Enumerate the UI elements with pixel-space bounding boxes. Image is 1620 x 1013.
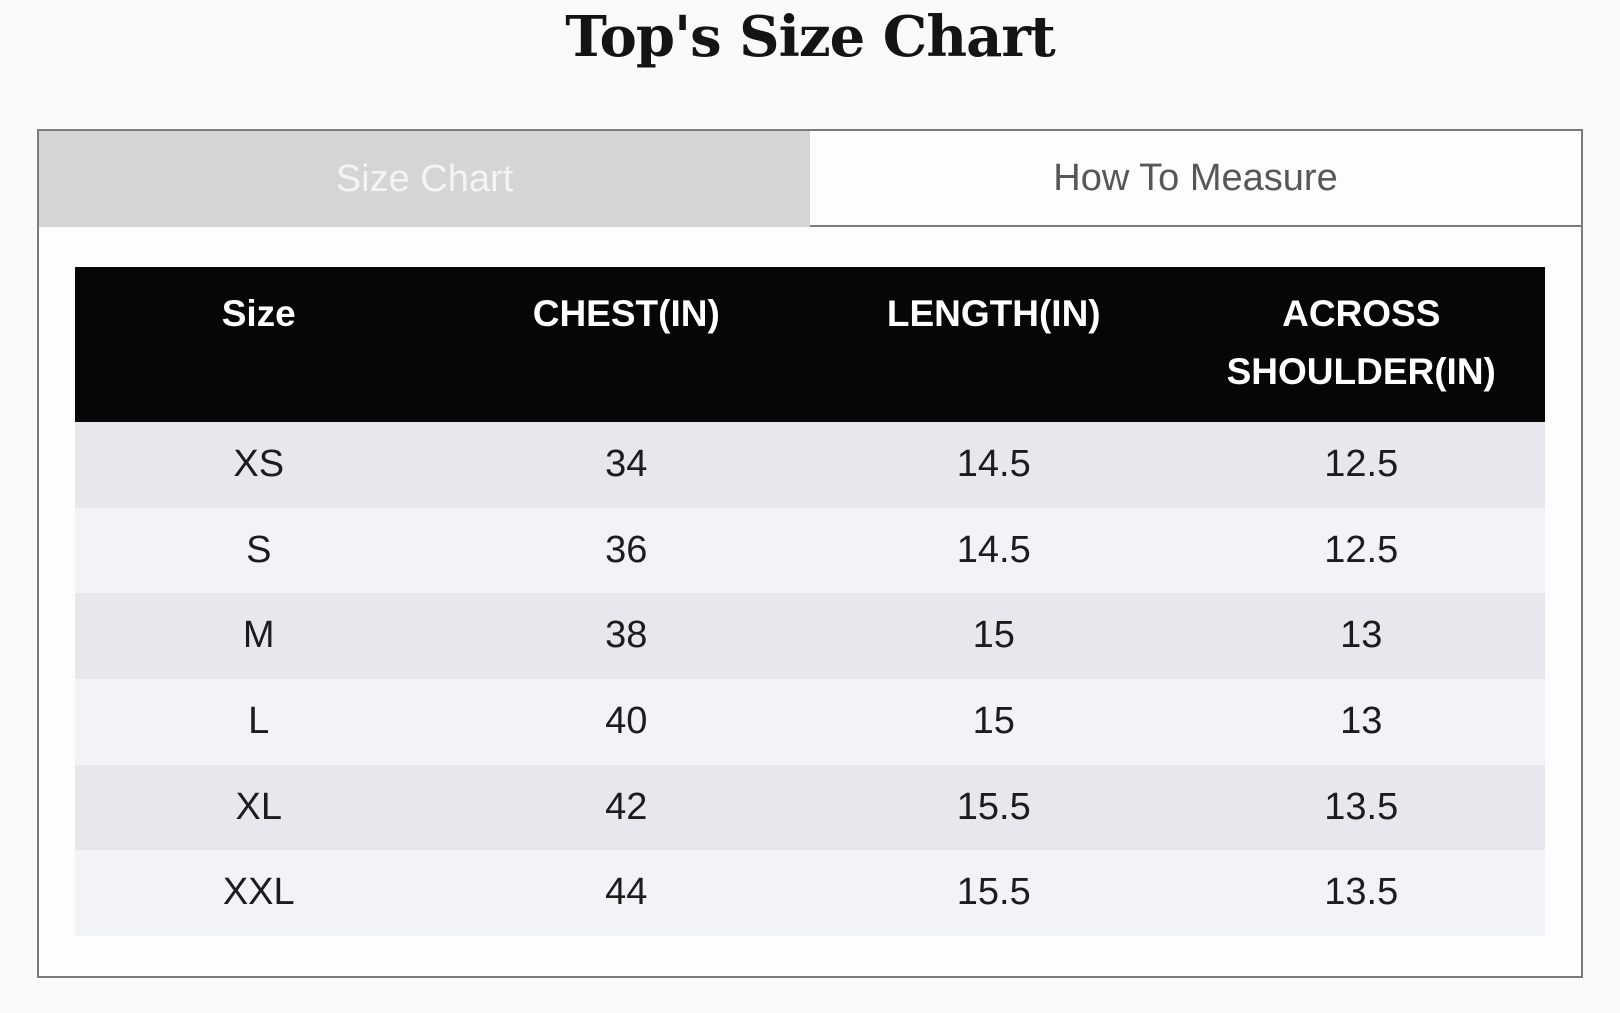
cell-shoulder: 12.5 [1324, 528, 1399, 571]
cell-chest: 34 [605, 442, 648, 485]
column-header-length: LENGTH(IN) [810, 267, 1178, 422]
cell-size: L [248, 699, 270, 742]
cell-chest: 40 [605, 699, 648, 742]
tab-content: Size CHEST(IN) LENGTH(IN) ACROSS SHOULDE… [39, 227, 1581, 976]
header-row: Size CHEST(IN) LENGTH(IN) ACROSS SHOULDE… [75, 267, 1545, 422]
tab-how-to-measure[interactable]: How To Measure [810, 131, 1581, 228]
tab-bar: Size Chart How To Measure [39, 131, 1581, 228]
table-row-l: L 40 15 13 [75, 678, 1545, 765]
column-header-across-shoulder: ACROSS SHOULDER(IN) [1177, 267, 1545, 422]
tab-size-chart[interactable]: Size Chart [39, 131, 810, 228]
cell-chest: 38 [605, 614, 648, 657]
column-header-chest: CHEST(IN) [442, 267, 810, 422]
cell-shoulder: 12.5 [1324, 442, 1399, 485]
page: { "page": { "title": "Top's Size Chart" … [0, 4, 1620, 1013]
size-table: Size CHEST(IN) LENGTH(IN) ACROSS SHOULDE… [75, 267, 1545, 936]
cell-size: XXL [222, 871, 295, 914]
cell-chest: 42 [605, 785, 648, 828]
tab-size-chart-label: Size Chart [335, 158, 514, 201]
table-row-m: M 38 15 13 [75, 593, 1545, 679]
table-row-xl: XL 42 15.5 13.5 [75, 764, 1545, 851]
cell-length: 15.5 [956, 871, 1031, 914]
cell-size: XL [235, 785, 282, 828]
cell-length: 14.5 [956, 442, 1031, 485]
tab-how-to-measure-label: How To Measure [1053, 157, 1338, 200]
cell-size: XS [233, 442, 285, 485]
cell-size: M [242, 614, 275, 657]
cell-shoulder: 13 [1340, 614, 1383, 657]
cell-chest: 44 [605, 871, 648, 914]
table-row-xxl: XXL 44 15.5 13.5 [75, 850, 1545, 936]
cell-chest: 36 [605, 528, 648, 571]
cell-length: 14.5 [956, 528, 1031, 571]
cell-length: 15.5 [956, 785, 1031, 828]
cell-length: 15 [972, 614, 1015, 657]
column-header-size: Size [75, 267, 443, 422]
cell-shoulder: 13.5 [1324, 785, 1399, 828]
cell-length: 15 [972, 699, 1015, 742]
size-chart-panel: Size Chart How To Measure Size CHEST(IN)… [37, 129, 1583, 978]
cell-shoulder: 13.5 [1324, 871, 1399, 914]
page-title: Top's Size Chart [565, 4, 1056, 70]
cell-shoulder: 13 [1340, 699, 1383, 742]
table-row-s: S 36 14.5 12.5 [75, 507, 1545, 594]
table-row-xs: XS 34 14.5 12.5 [75, 421, 1545, 508]
cell-size: S [246, 528, 272, 571]
